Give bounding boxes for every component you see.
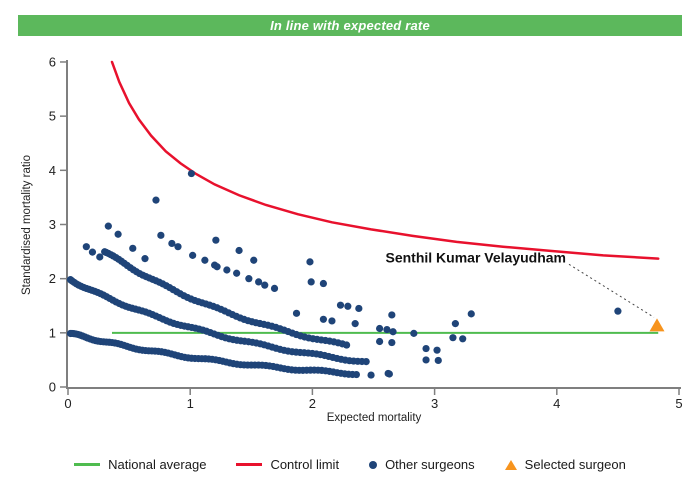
annotation-connector-line [568, 263, 655, 318]
surgeon-point [213, 263, 221, 271]
surgeon-point [459, 335, 467, 343]
surgeon-point [389, 328, 397, 336]
surgeon-point [96, 253, 104, 261]
surgeon-point [233, 269, 241, 277]
surgeon-point [292, 309, 301, 317]
surgeon-point [261, 281, 269, 289]
surgeon-point [88, 248, 97, 256]
legend-item-control-limit: Control limit [236, 457, 339, 472]
surgeon-point [104, 222, 112, 230]
legend-triangle-swatch [504, 459, 517, 470]
surgeon-point [388, 338, 396, 347]
legend-dot-swatch [369, 460, 378, 469]
y-tick-label: 1 [49, 325, 56, 340]
legend-item-label: Other surgeons [385, 457, 475, 472]
surgeon-point [449, 334, 457, 342]
legend-line-swatch [74, 463, 101, 466]
selected-surgeon-marker [649, 318, 665, 332]
surgeon-point [343, 341, 351, 349]
surgeon-point [355, 304, 363, 313]
surgeon-point [114, 230, 122, 238]
surgeon-point [410, 329, 418, 337]
y-tick-label: 5 [49, 109, 56, 124]
surgeon-point [223, 266, 231, 274]
legend-line-swatch [236, 463, 263, 466]
surgeon-point [307, 278, 315, 286]
surgeon-point [376, 324, 384, 333]
surgeon-point [82, 243, 90, 251]
surgeon-point [235, 246, 243, 255]
surgeon-point [152, 196, 160, 204]
surgeon-point [385, 370, 393, 378]
surgeon-point [376, 337, 384, 346]
x-tick-label: 1 [187, 396, 194, 411]
surgeon-point [201, 256, 209, 264]
surgeon-point [174, 243, 182, 251]
surgeon-point [187, 169, 196, 178]
surgeon-point [422, 356, 430, 364]
y-tick-label: 0 [49, 380, 56, 395]
surgeon-point [433, 346, 441, 354]
surgeon-point [467, 310, 475, 318]
surgeon-point [189, 251, 197, 259]
surgeon-point [451, 320, 459, 328]
legend-item-label: Selected surgeon [524, 457, 626, 472]
surgeon-point [328, 317, 336, 325]
control-limit-curve [110, 60, 660, 260]
surgeon-point [352, 370, 360, 379]
annotation-label: Senthil Kumar Velayudham [386, 249, 567, 265]
x-tick-label: 3 [431, 396, 438, 411]
surgeon-point [614, 307, 622, 315]
legend-item-label: Control limit [270, 457, 340, 472]
surgeon-point [141, 255, 149, 263]
surgeon-point [422, 344, 430, 353]
y-tick-label: 4 [49, 163, 56, 178]
surgeon-point [255, 278, 263, 286]
surgeon-point [362, 357, 370, 366]
y-tick-label: 3 [49, 217, 56, 232]
surgeon-point [157, 231, 165, 239]
surgeon-point [270, 284, 279, 293]
legend-item-other-surgeons: Other surgeons [369, 457, 475, 472]
x-tick-label: 4 [553, 396, 560, 411]
x-tick-label: 2 [309, 396, 316, 411]
y-tick-label: 2 [49, 271, 56, 286]
x-tick-label: 0 [64, 396, 71, 411]
surgeon-point [319, 279, 327, 288]
surgeon-point [344, 302, 352, 310]
surgeon-point [388, 311, 396, 319]
surgeon-point [434, 356, 442, 365]
surgeon-point [212, 236, 220, 244]
surgeon-point [168, 239, 176, 248]
surgeon-point [129, 244, 137, 252]
y-axis-title: Standardised mortality ratio [21, 155, 33, 295]
axis-ticks: 0 1 2 3 4 5 6 0 1 2 3 4 5 [49, 54, 683, 411]
surgeon-point [336, 301, 345, 309]
surgeon-point [351, 320, 359, 328]
x-axis-title: Expected mortality [327, 412, 422, 424]
chart-legend: National average Control limit Other surge… [0, 457, 700, 472]
surgeon-point [306, 258, 314, 266]
surgeon-point [319, 315, 327, 323]
status-banner: In line with expected rate [18, 15, 682, 36]
other-surgeons-points [66, 169, 622, 379]
surgeon-point [383, 325, 391, 334]
surgeon-point [367, 371, 375, 379]
surgeon-point [250, 256, 258, 264]
legend-item-selected-surgeon: Selected surgeon [504, 457, 626, 472]
y-tick-label: 6 [49, 54, 56, 69]
legend-item-label: National average [108, 457, 207, 472]
surgeon-point [245, 275, 253, 283]
legend-item-national-average: National average [74, 457, 206, 472]
x-tick-label: 5 [675, 396, 682, 411]
